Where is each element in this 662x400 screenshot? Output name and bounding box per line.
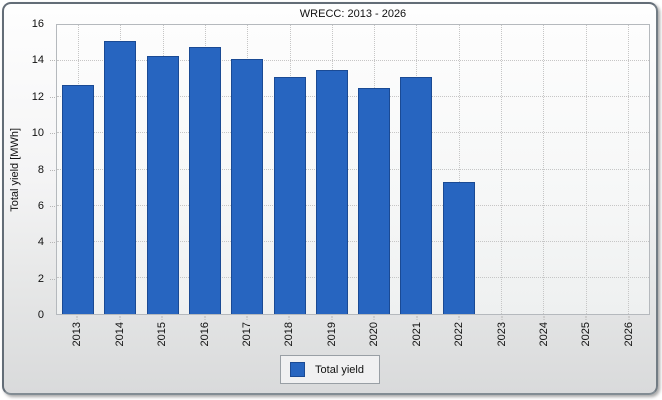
bar-2013 xyxy=(62,84,95,314)
y-tick-6 xyxy=(50,205,55,207)
y-tick-8 xyxy=(50,169,55,171)
gridline-h-12 xyxy=(57,96,649,98)
gridline-h-6 xyxy=(57,204,649,206)
x-axis-label-2026: 2026 xyxy=(622,322,635,347)
gridline-v-2025 xyxy=(585,25,587,314)
gridline-v-2026 xyxy=(627,25,629,314)
legend-box: Total yield xyxy=(280,355,380,384)
y-tick-label-12: 12 xyxy=(31,90,44,103)
x-tick-2025 xyxy=(585,316,587,320)
bar-2015 xyxy=(146,55,179,314)
gridline-h-8 xyxy=(57,168,649,170)
y-tick-label-4: 4 xyxy=(37,236,44,249)
bar-2021 xyxy=(400,77,433,314)
y-tick-label-2: 2 xyxy=(37,272,44,285)
gridline-v-2023 xyxy=(501,25,502,314)
x-tick-2017 xyxy=(246,316,248,320)
y-tick-label-8: 8 xyxy=(37,163,44,176)
bar-2019 xyxy=(315,70,348,314)
x-axis: 2013 2014 2015 2016 2017 2018 2019 2020 2021 2022… xyxy=(56,316,650,354)
x-tick-2013 xyxy=(76,316,78,320)
x-tick-2026 xyxy=(628,316,630,320)
x-axis-label-2022: 2022 xyxy=(453,322,466,347)
legend: Total yield xyxy=(4,355,656,384)
x-tick-2016 xyxy=(204,316,205,320)
y-tick-10 xyxy=(50,133,55,135)
x-tick-2020 xyxy=(373,316,375,320)
y-tick-14 xyxy=(50,60,55,62)
x-axis-label-2014: 2014 xyxy=(113,322,126,347)
y-tick-label-14: 14 xyxy=(31,54,44,67)
x-axis-label-2024: 2024 xyxy=(537,322,550,347)
x-axis-label-2019: 2019 xyxy=(325,322,338,347)
y-tick-label-0: 0 xyxy=(37,309,44,321)
bar-2014 xyxy=(104,41,137,314)
bar-2016 xyxy=(189,46,221,314)
bar-2018 xyxy=(273,77,306,314)
y-tick-label-16: 16 xyxy=(31,18,44,30)
legend-swatch-icon xyxy=(290,362,306,377)
x-axis-label-2021: 2021 xyxy=(410,322,423,347)
gridline-h-2 xyxy=(57,276,649,278)
x-tick-2023 xyxy=(501,316,502,320)
x-axis-label-2025: 2025 xyxy=(580,322,593,347)
x-axis-label-2020: 2020 xyxy=(368,322,381,347)
y-tick-4 xyxy=(50,242,55,244)
y-tick-label-10: 10 xyxy=(31,127,44,140)
y-tick-2 xyxy=(50,278,55,280)
x-tick-2022 xyxy=(458,316,460,320)
bar-2022 xyxy=(442,182,475,314)
gridline-h-10 xyxy=(57,132,649,134)
x-tick-2014 xyxy=(119,316,121,320)
x-axis-label-2018: 2018 xyxy=(283,322,296,347)
gridline-v-2024 xyxy=(543,25,545,314)
gridline-h-14 xyxy=(57,60,649,62)
plot-area xyxy=(56,24,650,315)
gridline-h-4 xyxy=(57,240,649,242)
x-axis-label-2016: 2016 xyxy=(198,322,211,347)
x-axis-label-2013: 2013 xyxy=(71,322,84,347)
x-axis-label-2017: 2017 xyxy=(240,322,253,347)
x-axis-label-2015: 2015 xyxy=(156,322,169,347)
y-tick-12 xyxy=(50,96,55,98)
x-tick-2024 xyxy=(543,316,545,320)
y-tick-label-6: 6 xyxy=(37,199,44,212)
x-axis-label-2023: 2023 xyxy=(495,322,508,347)
x-tick-2018 xyxy=(288,316,290,320)
x-tick-2015 xyxy=(161,316,163,320)
x-tick-2021 xyxy=(416,316,418,320)
chart-title: WRECC: 2013 - 2026 xyxy=(299,8,407,20)
x-tick-2019 xyxy=(331,316,333,320)
bar-2020 xyxy=(358,88,391,314)
bar-2017 xyxy=(231,59,264,314)
y-axis: 0 2 4 6 8 10 12 14 16 xyxy=(4,18,56,321)
gridline-v-2022 xyxy=(458,25,460,314)
legend-label: Total yield xyxy=(315,363,364,376)
